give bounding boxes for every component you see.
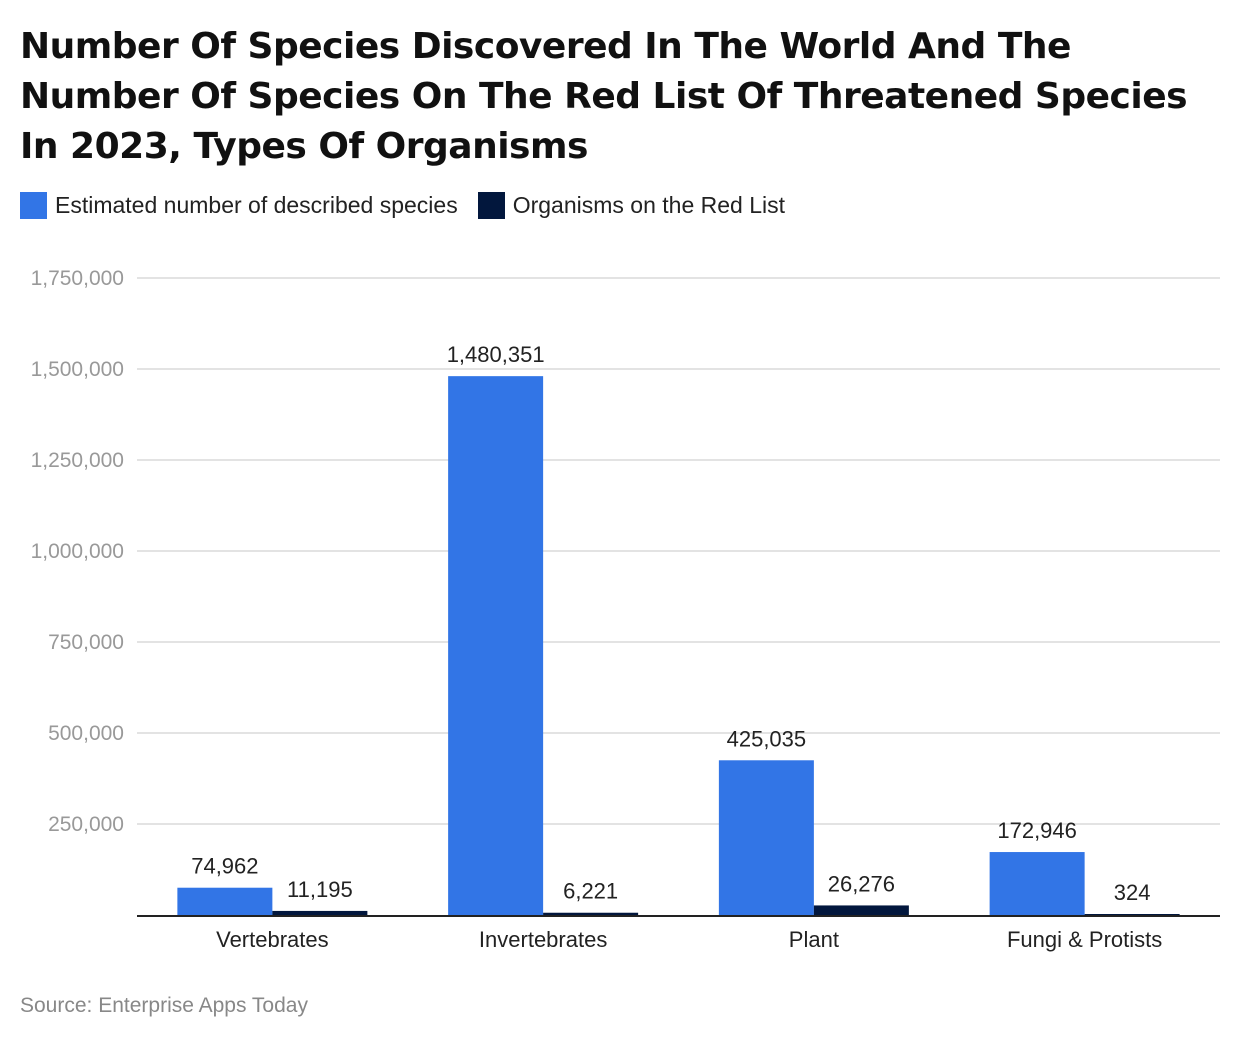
legend-swatch-redlist bbox=[477, 192, 505, 219]
legend-item-described: Estimated number of described species bbox=[20, 192, 458, 219]
x-tick-label: Fungi & Protists bbox=[1007, 927, 1162, 952]
data-label: 1,480,351 bbox=[447, 342, 545, 367]
bar-redlist bbox=[813, 905, 909, 915]
legend-item-redlist: Organisms on the Red List bbox=[477, 192, 785, 219]
y-tick-label: 750,000 bbox=[48, 631, 124, 654]
source-note: Source: Enterprise Apps Today bbox=[20, 994, 308, 1017]
data-label: 324 bbox=[1114, 880, 1151, 905]
y-tick-label: 500,000 bbox=[48, 722, 124, 745]
bar-described bbox=[718, 760, 814, 915]
data-label: 6,221 bbox=[563, 879, 618, 904]
x-tick-label: Invertebrates bbox=[479, 927, 607, 952]
bar-redlist bbox=[543, 912, 639, 915]
y-tick-label: 1,750,000 bbox=[31, 267, 124, 290]
bar-redlist bbox=[272, 910, 368, 915]
data-label: 26,276 bbox=[828, 871, 895, 896]
legend-swatch-described bbox=[20, 192, 47, 219]
bar-described bbox=[448, 376, 544, 915]
y-tick-label: 1,500,000 bbox=[31, 358, 124, 381]
y-tick-label: 1,250,000 bbox=[31, 449, 124, 472]
x-tick-label: Plant bbox=[789, 927, 839, 952]
bar-described bbox=[177, 887, 273, 915]
y-tick-label: 250,000 bbox=[48, 813, 124, 836]
data-label: 74,962 bbox=[191, 854, 258, 879]
data-label: 425,035 bbox=[727, 726, 807, 751]
x-tick-label: Vertebrates bbox=[216, 927, 329, 952]
legend-label-described: Estimated number of described species bbox=[55, 192, 458, 218]
chart-title: Number Of Species Discovered In The Worl… bbox=[20, 26, 1188, 167]
data-label: 11,195 bbox=[287, 877, 353, 902]
legend: Estimated number of described species Or… bbox=[20, 192, 805, 219]
y-tick-label: 1,000,000 bbox=[31, 540, 124, 563]
bar-redlist bbox=[1084, 914, 1180, 915]
legend-label-redlist: Organisms on the Red List bbox=[512, 192, 785, 218]
bar-described bbox=[989, 852, 1085, 915]
data-label: 172,946 bbox=[997, 818, 1077, 843]
